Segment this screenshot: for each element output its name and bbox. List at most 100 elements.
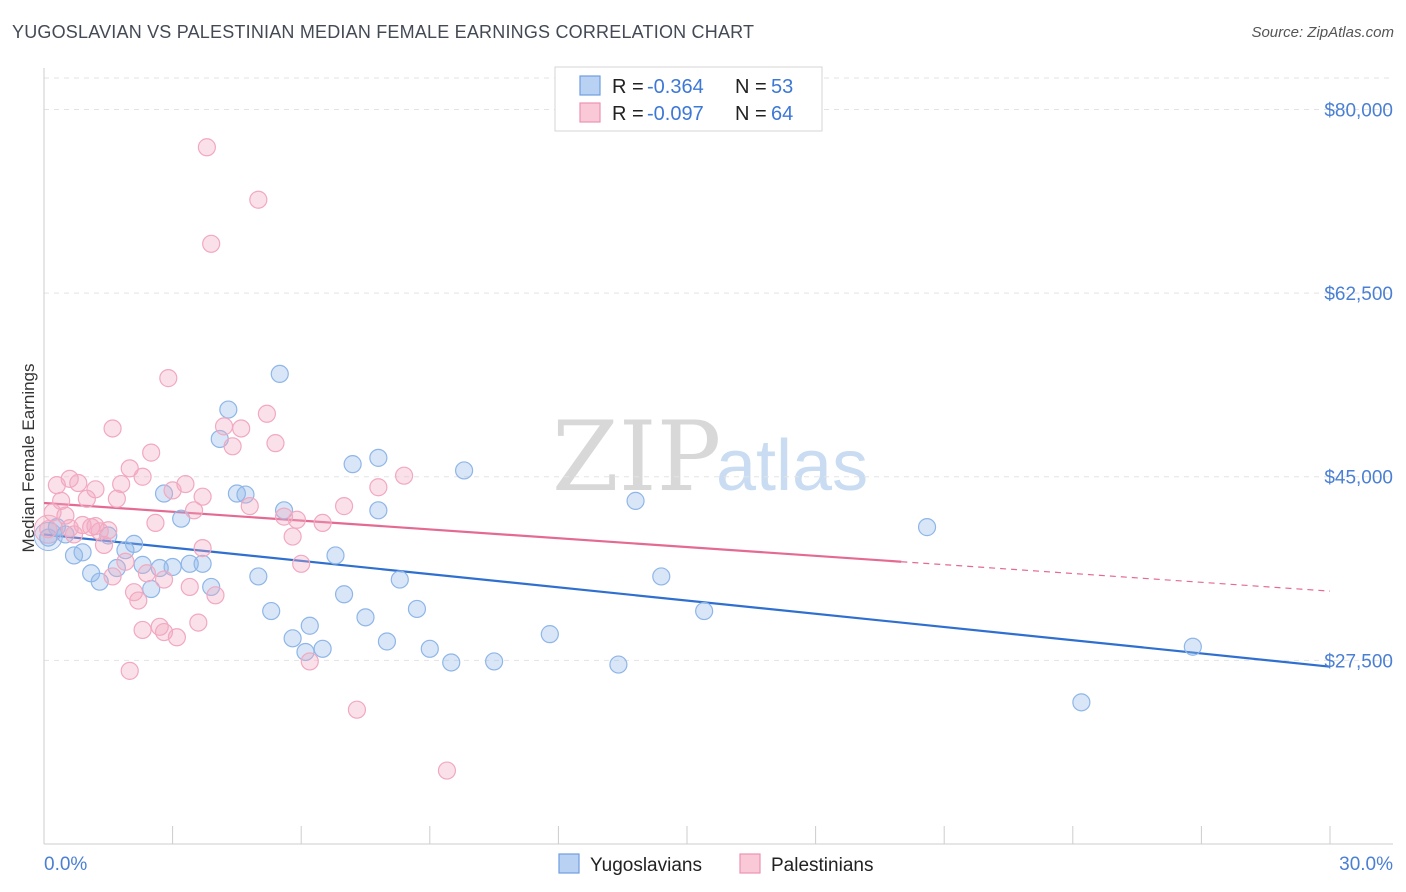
trend-lines — [43, 501, 1331, 668]
point-palestinians — [437, 761, 457, 780]
point-yugoslavians — [454, 461, 474, 480]
point-yugoslavians — [609, 655, 628, 674]
point-palestinians — [197, 138, 216, 157]
point-yugoslavians — [163, 557, 182, 577]
series-legend: Yugoslavians Palestinians — [558, 853, 873, 876]
point-palestinians — [159, 369, 178, 388]
point-yugoslavians — [626, 491, 645, 510]
legend-n-value-2: 64 — [771, 103, 793, 125]
point-palestinians — [107, 489, 126, 508]
point-yugoslavians — [193, 554, 212, 573]
point-yugoslavians — [326, 546, 345, 565]
point-yugoslavians — [420, 639, 439, 658]
point-palestinians — [189, 613, 208, 632]
point-palestinians — [394, 466, 414, 485]
legend-r-value-1: -0.364 — [647, 76, 704, 98]
watermark: ZIP atlas — [552, 401, 868, 513]
point-palestinians — [232, 419, 251, 438]
point-palestinians — [334, 497, 354, 516]
point-palestinians — [249, 190, 268, 209]
point-palestinians — [300, 652, 319, 671]
x-tick-label-max: 30.0% — [1339, 854, 1393, 875]
point-yugoslavians — [369, 448, 388, 467]
point-yugoslavians — [652, 567, 671, 586]
legend-swatch-yugoslavians — [579, 75, 601, 96]
series-legend-swatch-yugoslavians — [558, 853, 580, 874]
point-yugoslavians — [172, 509, 191, 528]
point-yugoslavians — [695, 601, 714, 621]
point-yugoslavians — [1183, 637, 1202, 656]
point-palestinians — [124, 583, 144, 602]
legend-r-label-1: R = — [612, 76, 644, 98]
legend-n-value-1: 53 — [771, 76, 793, 98]
point-palestinians — [266, 434, 285, 453]
grid — [44, 77, 1393, 661]
point-palestinians — [133, 620, 152, 640]
point-palestinians — [112, 474, 131, 494]
point-palestinians — [39, 520, 58, 539]
point-palestinians — [180, 577, 199, 597]
y-tick-label: $45,000 — [1324, 468, 1393, 489]
watermark-atlas: atlas — [716, 426, 868, 506]
trend-line-extension-palestinians — [901, 561, 1331, 592]
point-yugoslavians — [124, 534, 144, 553]
series-legend-label-yugoslavians: Yugoslavians — [590, 855, 702, 876]
point-yugoslavians — [202, 577, 221, 597]
point-palestinians — [240, 497, 259, 516]
point-palestinians — [94, 535, 114, 555]
point-yugoslavians — [236, 485, 255, 504]
point-yugoslavians — [390, 570, 409, 589]
point-palestinians — [176, 474, 195, 494]
point-yugoslavians — [99, 526, 118, 545]
point-palestinians — [86, 480, 105, 499]
legend-swatch-palestinians — [579, 102, 601, 123]
y-tick-labels: $27,500 $45,000 $62,500 $80,000 — [1324, 100, 1393, 672]
point-yugoslavians — [377, 632, 397, 651]
stats-legend: R = -0.364 N = 53 R = -0.097 N = 64 — [554, 66, 823, 132]
chart-title: YUGOSLAVIAN VS PALESTINIAN MEDIAN FEMALE… — [12, 22, 755, 42]
point-palestinians — [103, 419, 122, 438]
point-yugoslavians — [274, 501, 294, 520]
point-yugoslavians — [262, 601, 281, 621]
trend-line-yugoslavians — [43, 533, 1331, 668]
data-points — [33, 138, 1202, 780]
point-yugoslavians — [334, 585, 354, 604]
series-legend-swatch-palestinians — [739, 853, 761, 874]
legend-n-label-1: N = — [735, 76, 767, 98]
point-palestinians — [257, 404, 277, 423]
point-yugoslavians — [407, 599, 427, 619]
point-palestinians — [69, 473, 88, 493]
axes — [43, 68, 1393, 845]
point-palestinians — [154, 622, 174, 642]
point-palestinians — [214, 417, 234, 436]
series-legend-label-palestinians: Palestinians — [771, 855, 873, 876]
legend-r-label-2: R = — [612, 103, 644, 125]
trend-line-palestinians — [43, 501, 902, 563]
point-palestinians — [287, 510, 307, 529]
point-palestinians — [116, 552, 135, 571]
point-cluster-yugoslavians — [33, 522, 63, 552]
point-palestinians — [283, 527, 302, 546]
point-yugoslavians — [313, 639, 332, 658]
point-yugoslavians — [540, 625, 559, 644]
point-yugoslavians — [296, 642, 315, 662]
point-palestinians — [184, 501, 204, 520]
point-palestinians — [193, 538, 212, 558]
point-palestinians — [60, 469, 79, 488]
point-palestinians — [347, 700, 367, 719]
point-yugoslavians — [1072, 693, 1091, 712]
point-palestinians — [369, 478, 388, 497]
x-tick-label-min: 0.0% — [44, 854, 87, 875]
point-yugoslavians — [73, 543, 92, 562]
point-palestinians — [193, 487, 212, 506]
y-axis-label: Median Female Earnings — [19, 364, 38, 553]
chart-source: Source: ZipAtlas.com — [1251, 24, 1394, 41]
point-palestinians — [129, 591, 148, 610]
point-yugoslavians — [219, 400, 238, 419]
point-palestinians — [137, 564, 156, 583]
point-palestinians — [120, 661, 139, 680]
point-palestinians — [223, 437, 242, 456]
y-tick-label: $27,500 — [1324, 651, 1393, 672]
point-yugoslavians — [180, 554, 199, 573]
